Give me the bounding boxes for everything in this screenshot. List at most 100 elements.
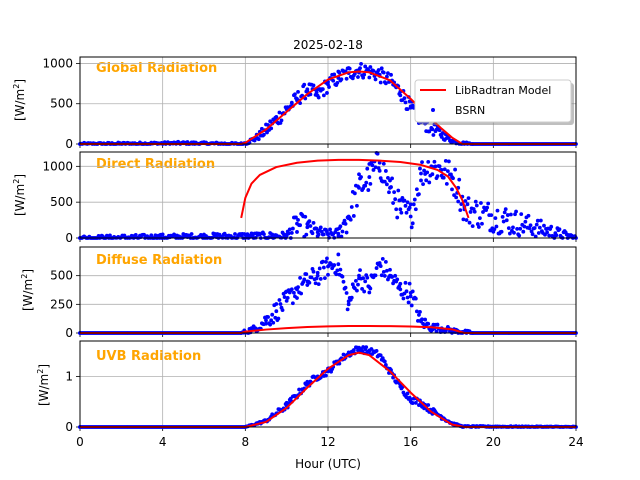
bsrn-point (341, 279, 346, 284)
bsrn-point (326, 232, 330, 237)
bsrn-point (383, 363, 388, 367)
x-tick-label: 12 (320, 435, 335, 449)
bsrn-point (453, 167, 457, 172)
bsrn-point (351, 348, 356, 352)
bsrn-point (297, 387, 301, 392)
bsrn-point (317, 266, 322, 271)
bsrn-point (321, 232, 326, 237)
bsrn-point (320, 87, 325, 91)
bsrn-point (326, 82, 330, 87)
bsrn-point (264, 318, 268, 323)
bsrn-point (302, 277, 307, 282)
bsrn-point (295, 296, 299, 300)
bsrn-point (474, 203, 479, 208)
bsrn-point (390, 176, 394, 181)
bsrn-point (413, 296, 418, 301)
bsrn-point (499, 229, 504, 234)
bsrn-point (356, 75, 360, 79)
bsrn-point (433, 164, 438, 169)
bsrn-point (311, 221, 316, 225)
bsrn-point (542, 223, 546, 228)
bsrn-point (408, 214, 413, 219)
bsrn-point (339, 77, 344, 82)
legend-box (414, 79, 572, 123)
bsrn-point (454, 195, 459, 200)
bsrn-point (363, 279, 368, 284)
bsrn-point (441, 175, 446, 180)
legend: LibRadtran Model BSRN (414, 79, 574, 125)
bsrn-point (447, 159, 451, 164)
figure-title: 2025-02-18 (293, 38, 363, 52)
bsrn-point (404, 289, 409, 294)
bsrn-point (435, 174, 440, 179)
bsrn-point (335, 81, 340, 85)
bsrn-point (526, 213, 531, 218)
bsrn-point (289, 100, 294, 105)
bsrn-point (489, 213, 494, 218)
bsrn-point (399, 210, 404, 215)
bsrn-point (409, 303, 414, 308)
bsrn-point (315, 273, 320, 278)
bsrn-point (425, 170, 430, 175)
bsrn-point (348, 217, 353, 222)
x-axis-ticks: 0 4 8 12 16 20 24 (76, 435, 583, 449)
bsrn-point (357, 185, 361, 190)
bsrn-point (338, 224, 343, 229)
bsrn-point (398, 384, 403, 389)
bsrn-point (457, 177, 462, 182)
bsrn-point (271, 320, 276, 325)
bsrn-point (518, 226, 523, 231)
legend-model-label: LibRadtran Model (455, 84, 551, 97)
bsrn-point (363, 183, 368, 188)
bsrn-point (403, 100, 408, 105)
bsrn-point (292, 290, 296, 295)
bsrn-point (368, 181, 373, 186)
bsrn-point (284, 233, 289, 238)
bsrn-point (355, 203, 359, 208)
bsrn-point (485, 205, 490, 210)
y-tick-label: 0 (65, 231, 73, 245)
bsrn-point (285, 295, 290, 300)
bsrn-point (331, 78, 336, 83)
bsrn-point (375, 151, 380, 156)
bsrn-point (486, 201, 491, 206)
bsrn-point (367, 285, 372, 290)
y-axis-label: [W/m2] (36, 364, 51, 406)
bsrn-point (481, 210, 485, 214)
x-tick-label: 0 (76, 435, 84, 449)
bsrn-point (323, 276, 327, 281)
bsrn-point (410, 401, 415, 405)
bsrn-point (318, 277, 323, 281)
bsrn-point (298, 275, 302, 280)
bsrn-point (332, 72, 337, 77)
bsrn-point (274, 302, 279, 306)
bsrn-point (325, 256, 329, 261)
bsrn-point (470, 224, 475, 229)
bsrn-point (336, 262, 341, 267)
bsrn-point (357, 346, 361, 351)
bsrn-point (295, 230, 299, 234)
bsrn-point (314, 90, 319, 95)
bsrn-point (279, 118, 284, 123)
bsrn-point (344, 230, 349, 235)
bsrn-point (262, 132, 266, 137)
bsrn-point (402, 198, 407, 203)
bsrn-point (304, 272, 309, 276)
bsrn-point (554, 233, 559, 238)
y-tick-label: 500 (50, 97, 73, 111)
bsrn-point (463, 199, 468, 203)
bsrn-point (515, 227, 519, 231)
bsrn-point (374, 266, 379, 270)
bsrn-point (396, 188, 401, 193)
bsrn-point (413, 207, 418, 212)
bsrn-point (269, 318, 274, 323)
bsrn-point (367, 75, 372, 80)
bsrn-point (476, 225, 481, 229)
bsrn-point (391, 201, 395, 205)
bsrn-point (423, 317, 428, 322)
bsrn-point (467, 220, 472, 225)
bsrn-point (533, 234, 538, 239)
bsrn-point (381, 161, 386, 166)
bsrn-point (320, 259, 325, 264)
bsrn-point (337, 70, 342, 75)
